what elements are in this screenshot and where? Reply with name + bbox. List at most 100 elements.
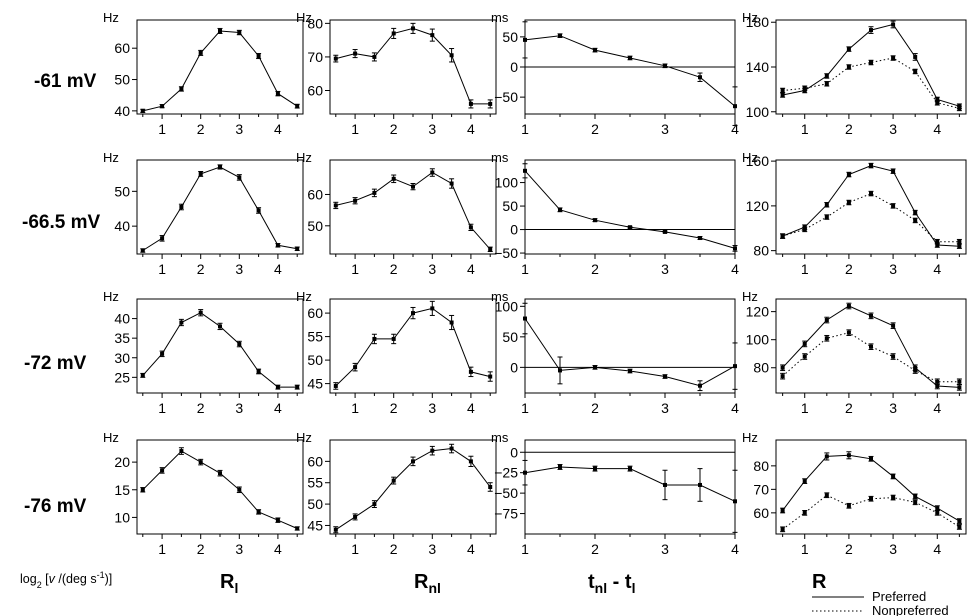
- data-point: [523, 471, 527, 475]
- x-tick-label: 1: [158, 400, 166, 416]
- y-tick-label: 60: [307, 186, 323, 202]
- data-point: [488, 485, 492, 489]
- x-tick-label: 2: [845, 261, 853, 277]
- data-point: [891, 22, 895, 26]
- x-tick-label: 2: [197, 261, 205, 277]
- data-point: [891, 204, 895, 208]
- data-point: [825, 493, 829, 497]
- data-point: [869, 457, 873, 461]
- panel-r3-c0: 1 2 3 4101520Hz: [103, 430, 303, 557]
- series-line: [525, 36, 735, 107]
- x-tick-label: 1: [158, 541, 166, 557]
- series-line: [336, 28, 490, 104]
- x-tick-label: 2: [390, 261, 398, 277]
- data-point: [663, 230, 667, 234]
- y-unit-label: Hz: [742, 10, 758, 25]
- data-point: [891, 324, 895, 328]
- y-tick-label: 50: [307, 218, 323, 234]
- data-point: [295, 385, 299, 389]
- y-tick-label: 40: [114, 218, 130, 234]
- y-unit-label: Hz: [296, 10, 312, 25]
- x-tick-label: 2: [591, 261, 599, 277]
- y-tick-label: 50: [502, 329, 518, 345]
- data-point: [913, 500, 917, 504]
- x-tick-label: 1: [801, 121, 809, 137]
- data-point: [847, 173, 851, 177]
- data-point: [523, 317, 527, 321]
- data-point: [628, 369, 632, 373]
- row-label: -76 mV: [24, 496, 87, 517]
- data-point: [334, 528, 338, 532]
- y-unit-label: Hz: [742, 430, 758, 445]
- x-tick-label: 2: [845, 541, 853, 557]
- y-tick-label: 80: [753, 458, 769, 474]
- data-point: [628, 467, 632, 471]
- data-point: [781, 93, 785, 97]
- panel-r3-c1: 1 2 3 4 45 50 55 60 Hz: [296, 430, 496, 557]
- y-tick-label: −50: [494, 485, 518, 501]
- data-point: [593, 218, 597, 222]
- data-point: [450, 53, 454, 57]
- data-point: [935, 240, 939, 244]
- data-point: [141, 373, 145, 377]
- legend: Preferred Nonpreferred: [812, 589, 949, 616]
- y-tick-label: 60: [307, 83, 323, 99]
- data-point: [891, 355, 895, 359]
- data-point: [450, 447, 454, 451]
- data-point: [781, 89, 785, 93]
- x-tick-label: 1: [351, 541, 359, 557]
- data-point: [663, 375, 667, 379]
- x-tick-label: 1: [351, 121, 359, 137]
- x-tick-label: 3: [428, 121, 436, 137]
- data-point: [628, 225, 632, 229]
- panel-r1-c0: 1 2 3 44050Hz: [103, 150, 303, 277]
- data-point: [257, 369, 261, 373]
- panel-r2-c0: 1 2 3 425303540Hz: [103, 289, 303, 416]
- series-line-nonpreferred: [783, 58, 960, 108]
- data-point: [825, 74, 829, 78]
- y-tick-label: −75: [494, 506, 518, 522]
- data-point: [825, 82, 829, 86]
- data-point: [488, 375, 492, 379]
- data-point: [257, 510, 261, 514]
- x-tick-label: 3: [661, 541, 669, 557]
- series-line: [143, 31, 297, 111]
- data-point: [733, 246, 737, 250]
- x-tick-label: 3: [235, 121, 243, 137]
- plot-frame: [525, 299, 735, 393]
- x-tick-label: 2: [591, 121, 599, 137]
- x-tick-label: 4: [467, 400, 475, 416]
- y-tick-label: −50: [494, 89, 518, 105]
- data-point: [935, 101, 939, 105]
- x-tick-label: 3: [235, 400, 243, 416]
- data-point: [825, 215, 829, 219]
- x-tick-label: 4: [933, 261, 941, 277]
- y-tick-label: 40: [114, 103, 130, 119]
- y-unit-label: Hz: [742, 150, 758, 165]
- y-tick-label: 50: [114, 183, 130, 199]
- legend-nonpreferred-label: Nonpreferred: [872, 603, 949, 616]
- plot-frame: [137, 20, 303, 114]
- data-point: [523, 169, 527, 173]
- data-point: [957, 385, 961, 389]
- y-tick-label: 60: [307, 453, 323, 469]
- data-point: [488, 247, 492, 251]
- y-tick-label: 45: [307, 517, 323, 533]
- data-point: [593, 48, 597, 52]
- x-tick-label: 3: [661, 261, 669, 277]
- x-tick-label: 2: [591, 400, 599, 416]
- x-tick-label: 2: [845, 121, 853, 137]
- panel-r3-c3: 1 2 3 4 60 70 80 Hz: [742, 430, 966, 557]
- row-label: -61 mV: [34, 71, 97, 92]
- data-point: [935, 511, 939, 515]
- series-line: [525, 319, 735, 386]
- x-tick-label: 3: [235, 541, 243, 557]
- data-point: [698, 384, 702, 388]
- data-point: [199, 172, 203, 176]
- data-point: [869, 164, 873, 168]
- series-line: [525, 467, 735, 501]
- y-tick-label: 30: [114, 350, 130, 366]
